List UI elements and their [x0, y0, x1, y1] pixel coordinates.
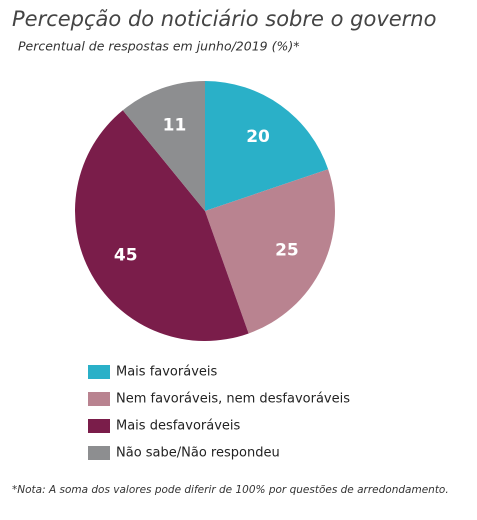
pie-slice	[205, 169, 335, 334]
pie-slice	[75, 110, 249, 341]
legend-label: Mais favoráveis	[116, 365, 218, 380]
data-label: 45	[114, 246, 138, 266]
legend-label: Mais desfavoráveis	[116, 419, 241, 434]
chart-subtitle: Percentual de respostas em junho/2019 (%…	[18, 39, 299, 54]
legend-swatch	[88, 365, 110, 379]
pie-slice	[122, 81, 205, 211]
legend-swatch	[88, 392, 110, 406]
note: *Nota: A soma dos valores pode diferir d…	[12, 484, 449, 496]
data-label: 11	[163, 115, 187, 135]
legend-label: Nem favoráveis, nem desfavoráveis	[116, 392, 350, 407]
pie-slice	[205, 81, 329, 211]
legend-swatch	[88, 446, 110, 460]
legend-swatch	[88, 419, 110, 433]
legend-label: Não sabe/Não respondeu	[116, 446, 280, 461]
data-label: 20	[246, 127, 270, 147]
data-label: 25	[275, 241, 299, 261]
chart-title: Percepção do noticiário sobre o governo	[12, 7, 436, 31]
